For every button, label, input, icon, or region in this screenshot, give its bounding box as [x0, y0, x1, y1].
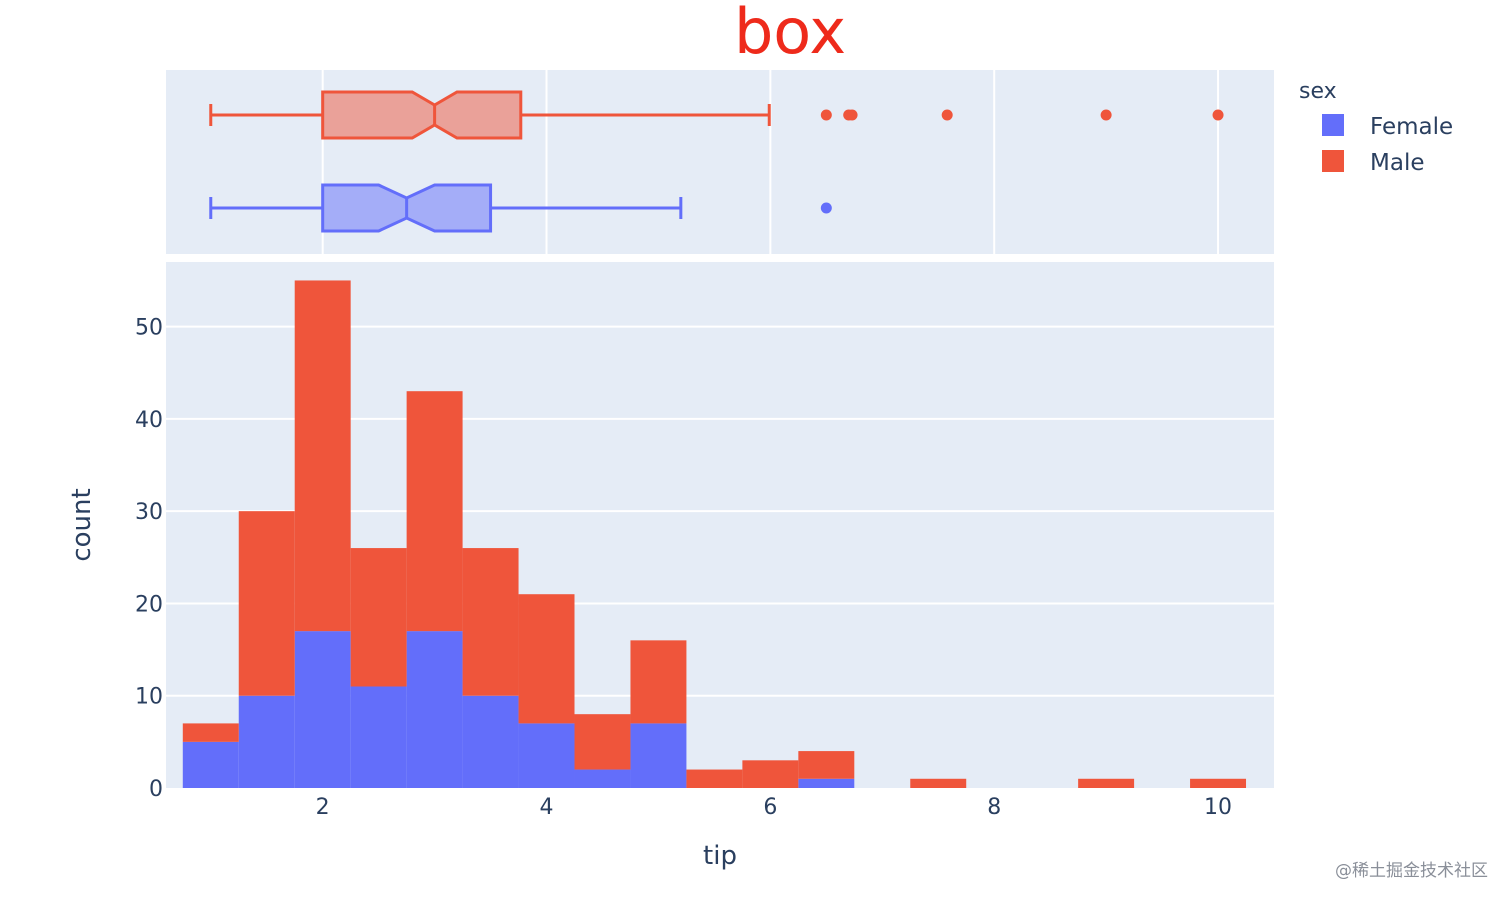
bar-male	[182, 723, 239, 742]
bar-male	[238, 511, 295, 696]
bar-female	[238, 695, 295, 788]
legend-label: Female	[1370, 114, 1453, 140]
y-tick-label: 10	[135, 685, 163, 710]
bar-male	[406, 391, 463, 632]
bar-male	[1190, 778, 1247, 788]
outlier-point	[1100, 109, 1112, 121]
bar-female	[294, 631, 351, 788]
legend-swatch	[1322, 150, 1344, 172]
y-tick-label: 50	[135, 316, 163, 341]
bar-female	[518, 723, 575, 788]
histogram-bars	[182, 280, 1247, 788]
bar-male	[910, 778, 967, 788]
bar-male	[462, 548, 519, 696]
bar-female	[182, 741, 239, 788]
bar-male	[1078, 778, 1135, 788]
legend-label: Male	[1370, 150, 1424, 176]
bar-female	[462, 695, 519, 788]
y-axis-title: count	[67, 488, 97, 561]
x-tick-label: 4	[540, 795, 554, 820]
bar-female	[574, 769, 631, 788]
bar-male	[518, 594, 575, 724]
y-tick-label: 0	[149, 777, 163, 802]
x-axis-ticks: 2 4 6 8 10	[316, 795, 1232, 820]
legend-title: sex	[1299, 79, 1337, 104]
y-tick-label: 30	[135, 500, 163, 525]
box-body	[321, 90, 523, 140]
legend-swatch	[1322, 114, 1344, 136]
bar-male	[574, 714, 631, 770]
bar-female	[798, 778, 855, 788]
outlier-point	[941, 109, 953, 121]
bar-female	[350, 686, 407, 788]
outlier-point	[1212, 109, 1224, 121]
y-tick-label: 40	[135, 408, 163, 433]
outlier-point	[820, 109, 832, 121]
x-tick-label: 6	[763, 795, 777, 820]
outlier-point	[846, 109, 858, 121]
y-tick-label: 20	[135, 592, 163, 617]
bar-male	[294, 280, 351, 632]
box-plots	[209, 90, 1224, 233]
bar-male	[742, 760, 799, 788]
legend-item-male[interactable]: Male	[1322, 150, 1424, 176]
watermark: @稀土掘金技术社区	[1335, 861, 1488, 881]
chart-title: box	[734, 0, 846, 68]
box-female	[209, 183, 832, 233]
box-male	[209, 90, 1224, 140]
legend[interactable]: sex Female Male	[1299, 79, 1453, 176]
x-tick-label: 2	[316, 795, 330, 820]
legend-item-female[interactable]: Female	[1322, 114, 1453, 140]
bar-male	[630, 640, 687, 724]
bar-female	[630, 723, 687, 788]
bar-male	[350, 548, 407, 687]
bar-male	[686, 769, 743, 788]
bar-male	[798, 751, 855, 779]
x-axis-title: tip	[703, 841, 737, 871]
y-axis-ticks: 0 10 20 30 40 50	[135, 316, 163, 802]
x-tick-label: 8	[987, 795, 1001, 820]
outlier-point	[820, 202, 832, 214]
x-tick-label: 10	[1204, 795, 1232, 820]
bar-female	[406, 631, 463, 788]
